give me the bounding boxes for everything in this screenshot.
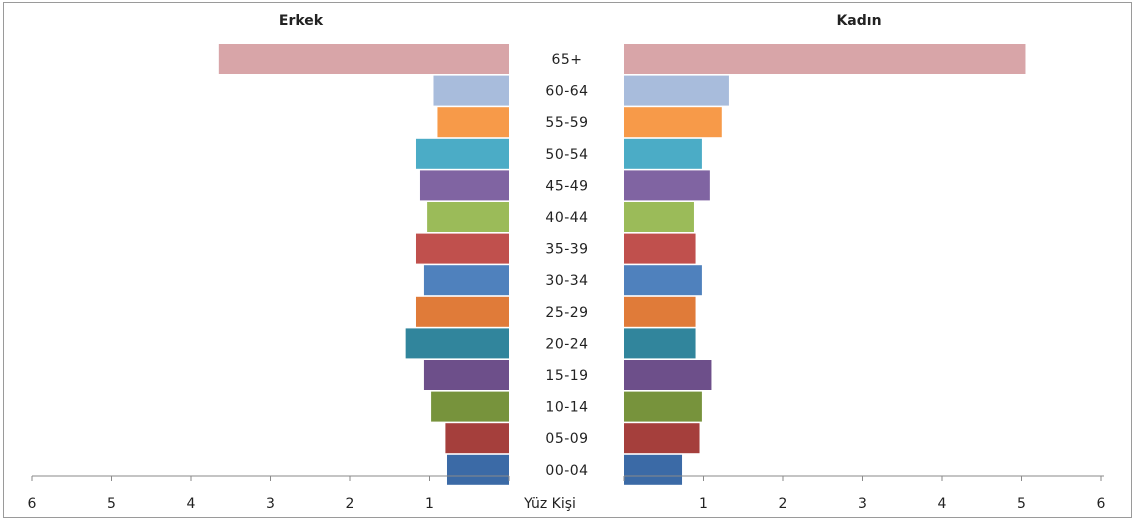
category-label: 60-64 [545,84,588,100]
x-axis-label: Yüz Kişi [523,496,576,512]
male-bar-30-34 [423,265,509,296]
category-label: 55-59 [545,115,588,131]
female-bar-00-04 [624,454,683,485]
category-label: 25-29 [545,305,588,321]
chart-frame: Erkek Kadın 65+ 60-64 55-59 50-54 45-49 40-44… [3,2,1132,518]
left-tick-label: 4 [187,496,196,512]
female-bar-05-09 [624,423,700,454]
male-bar-65+ [218,44,509,74]
female-bar-60-64 [624,75,729,106]
male-bar-50-54 [415,138,509,169]
male-bar-10-14 [431,391,509,422]
category-label: 35-39 [545,242,588,258]
age-category-labels: 65+ 60-64 55-59 50-54 45-49 40-44 35-39 30-34 25… [545,52,588,479]
female-bar-35-39 [624,233,696,264]
male-bar-15-19 [423,360,509,390]
male-bar-40-44 [427,202,509,232]
male-bars [218,44,509,485]
female-bar-30-34 [624,265,702,296]
category-label: 45-49 [545,178,588,194]
male-bar-05-09 [445,423,509,454]
category-label: 10-14 [545,400,588,416]
right-tick-label: 1 [699,496,708,512]
female-bar-20-24 [624,328,696,359]
male-bar-20-24 [405,328,509,359]
male-bar-00-04 [446,454,509,485]
right-tick-label: 2 [779,496,788,512]
right-tick-label: 6 [1097,496,1106,512]
female-bar-15-19 [624,360,712,390]
category-label: 05-09 [545,431,588,447]
female-bar-10-14 [624,391,702,422]
left-tick-label: 5 [107,496,116,512]
female-bar-65+ [624,44,1026,74]
right-title: Kadın [836,13,881,29]
male-bar-45-49 [419,170,509,201]
x-axis-ticks: 6 5 4 3 2 1 1 2 3 4 5 6 [28,476,1106,512]
right-tick-label: 3 [858,496,867,512]
left-tick-label: 6 [28,496,37,512]
left-tick-label: 3 [266,496,275,512]
right-tick-label: 5 [1017,496,1026,512]
left-tick-label: 2 [346,496,355,512]
category-label: 00-04 [545,463,588,479]
category-label: 15-19 [545,368,588,384]
category-label: 30-34 [545,273,588,289]
category-label: 20-24 [545,336,588,352]
male-bar-25-29 [415,296,509,327]
right-tick-label: 4 [938,496,947,512]
male-bar-35-39 [415,233,509,264]
left-title: Erkek [279,13,324,29]
female-bar-45-49 [624,170,710,201]
female-bar-40-44 [624,202,694,232]
female-bar-25-29 [624,296,696,327]
category-label: 50-54 [545,147,588,163]
population-pyramid-chart: Erkek Kadın 65+ 60-64 55-59 50-54 45-49 40-44… [28,13,1106,512]
female-bars [624,44,1026,485]
category-label: 65+ [551,52,582,68]
female-bar-55-59 [624,107,722,138]
female-bar-50-54 [624,138,702,169]
category-label: 40-44 [545,210,588,226]
male-bar-60-64 [433,75,509,106]
left-tick-label: 1 [425,496,434,512]
male-bar-55-59 [437,107,509,138]
